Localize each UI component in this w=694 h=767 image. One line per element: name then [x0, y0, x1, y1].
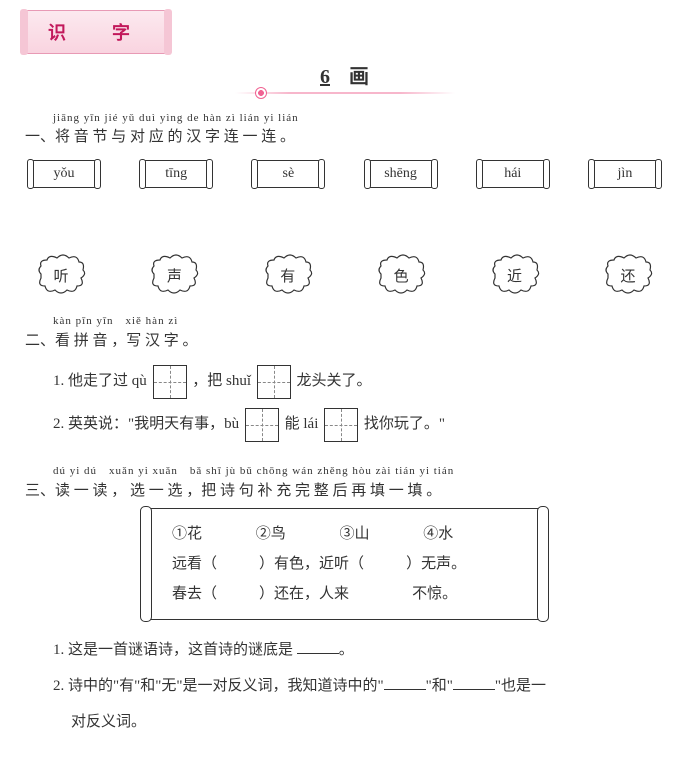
lesson-number: 6: [320, 66, 330, 88]
section2-q2: 2. 英英说："我明天有事，bù 能 lái 找你玩了。": [53, 405, 664, 444]
fill-blank[interactable]: [364, 556, 406, 572]
cloud-item: 有: [266, 256, 310, 294]
text: 。: [339, 642, 354, 658]
section1-heading: 一、将 音 节 与 对 应 的 汉 字 连 一 连 。: [25, 125, 664, 146]
q3-2-cont: 对反义词。: [71, 704, 664, 740]
section1-pinyin: jiāng yīn jié yǔ duì yìng de hàn zì lián…: [53, 112, 664, 124]
scroll-item: sè: [254, 160, 322, 188]
text: 远看（: [172, 556, 217, 572]
q2-text: 能 lái: [285, 416, 319, 432]
text: 不惊。: [412, 586, 457, 602]
cloud-icon: [260, 252, 316, 298]
text: "也是一: [495, 678, 546, 694]
write-box[interactable]: [257, 365, 291, 399]
write-box[interactable]: [153, 365, 187, 399]
text: "和": [426, 678, 453, 694]
cloud-icon: [600, 252, 656, 298]
poem-line2: 春去（ ）还在，人来 不惊。: [172, 579, 517, 609]
option: ②鸟: [256, 519, 336, 549]
section2-heading: 二、看 拼 音 ，写 汉 字 。: [25, 329, 664, 350]
text: 1. 这是一首谜语诗，这首诗的谜底是: [53, 642, 297, 658]
section3-questions: 1. 这是一首谜语诗，这首诗的谜底是 。 2. 诗中的"有"和"无"是一对反义词…: [53, 632, 664, 740]
text: ）有色，近听（: [259, 556, 364, 572]
poem-scroll: ①花 ②鸟 ③山 ④水 远看（ ）有色，近听（ ）无声。 春去（ ）还在，人来 …: [147, 508, 542, 620]
chapter-banner: 识 字: [25, 10, 167, 54]
cloud-item: 还: [606, 256, 650, 294]
text: 2. 诗中的"有"和"无"是一对反义词，我知道诗中的": [53, 678, 384, 694]
option: ④水: [423, 519, 503, 549]
cloud-item: 听: [39, 256, 83, 294]
hanzi-cloud-row: 听 声 有 色 近 还: [25, 256, 664, 294]
fill-blank[interactable]: [217, 556, 259, 572]
text: 对反义词。: [71, 714, 146, 730]
lesson-name: 画: [349, 66, 369, 88]
scroll-item: tīng: [142, 160, 210, 188]
text: ）无声。: [406, 556, 466, 572]
poem-options: ①花 ②鸟 ③山 ④水: [172, 519, 517, 549]
cloud-icon: [487, 252, 543, 298]
q1-text: ，把 shuǐ: [192, 373, 251, 389]
section2-q1: 1. 他走了过 qù ，把 shuǐ 龙头关了。: [53, 362, 664, 401]
fill-blank[interactable]: [453, 676, 495, 690]
cloud-item: 色: [379, 256, 423, 294]
write-box[interactable]: [324, 408, 358, 442]
scroll-item: hái: [479, 160, 547, 188]
q3-1: 1. 这是一首谜语诗，这首诗的谜底是 。: [53, 632, 664, 668]
fill-blank[interactable]: [349, 586, 412, 602]
text: 春去（: [172, 586, 217, 602]
q2-text: 找你玩了。": [364, 416, 445, 432]
scroll-item: shēng: [367, 160, 435, 188]
fill-blank[interactable]: [297, 640, 339, 654]
write-box[interactable]: [245, 408, 279, 442]
section3-heading: 三、读 一 读 ， 选 一 选 ，把 诗 句 补 充 完 整 后 再 填 一 填…: [25, 479, 664, 500]
cloud-item: 声: [152, 256, 196, 294]
lesson-title: 6 画: [25, 60, 664, 89]
q3-2: 2. 诗中的"有"和"无"是一对反义词，我知道诗中的" "和" "也是一: [53, 668, 664, 704]
cloud-icon: [146, 252, 202, 298]
q2-text: 2. 英英说："我明天有事，bù: [53, 416, 239, 432]
title-underline: [235, 92, 455, 94]
option: ①花: [172, 519, 252, 549]
scroll-item: jìn: [591, 160, 659, 188]
scroll-item: yǒu: [30, 160, 98, 188]
cloud-icon: [373, 252, 429, 298]
fill-blank[interactable]: [384, 676, 426, 690]
text: ）还在，人来: [259, 586, 349, 602]
cloud-icon: [33, 252, 89, 298]
q1-text: 1. 他走了过 qù: [53, 373, 147, 389]
q1-text: 龙头关了。: [297, 373, 372, 389]
pinyin-scroll-row: yǒu tīng sè shēng hái jìn: [25, 160, 664, 188]
cloud-item: 近: [493, 256, 537, 294]
poem-line1: 远看（ ）有色，近听（ ）无声。: [172, 549, 517, 579]
section2-pinyin: kàn pīn yīn xiě hàn zì: [53, 312, 664, 328]
section3-pinyin: dú yi dú xuǎn yi xuǎn bǎ shī jù bǔ chōng…: [53, 462, 664, 478]
option: ③山: [340, 519, 420, 549]
fill-blank[interactable]: [217, 586, 259, 602]
